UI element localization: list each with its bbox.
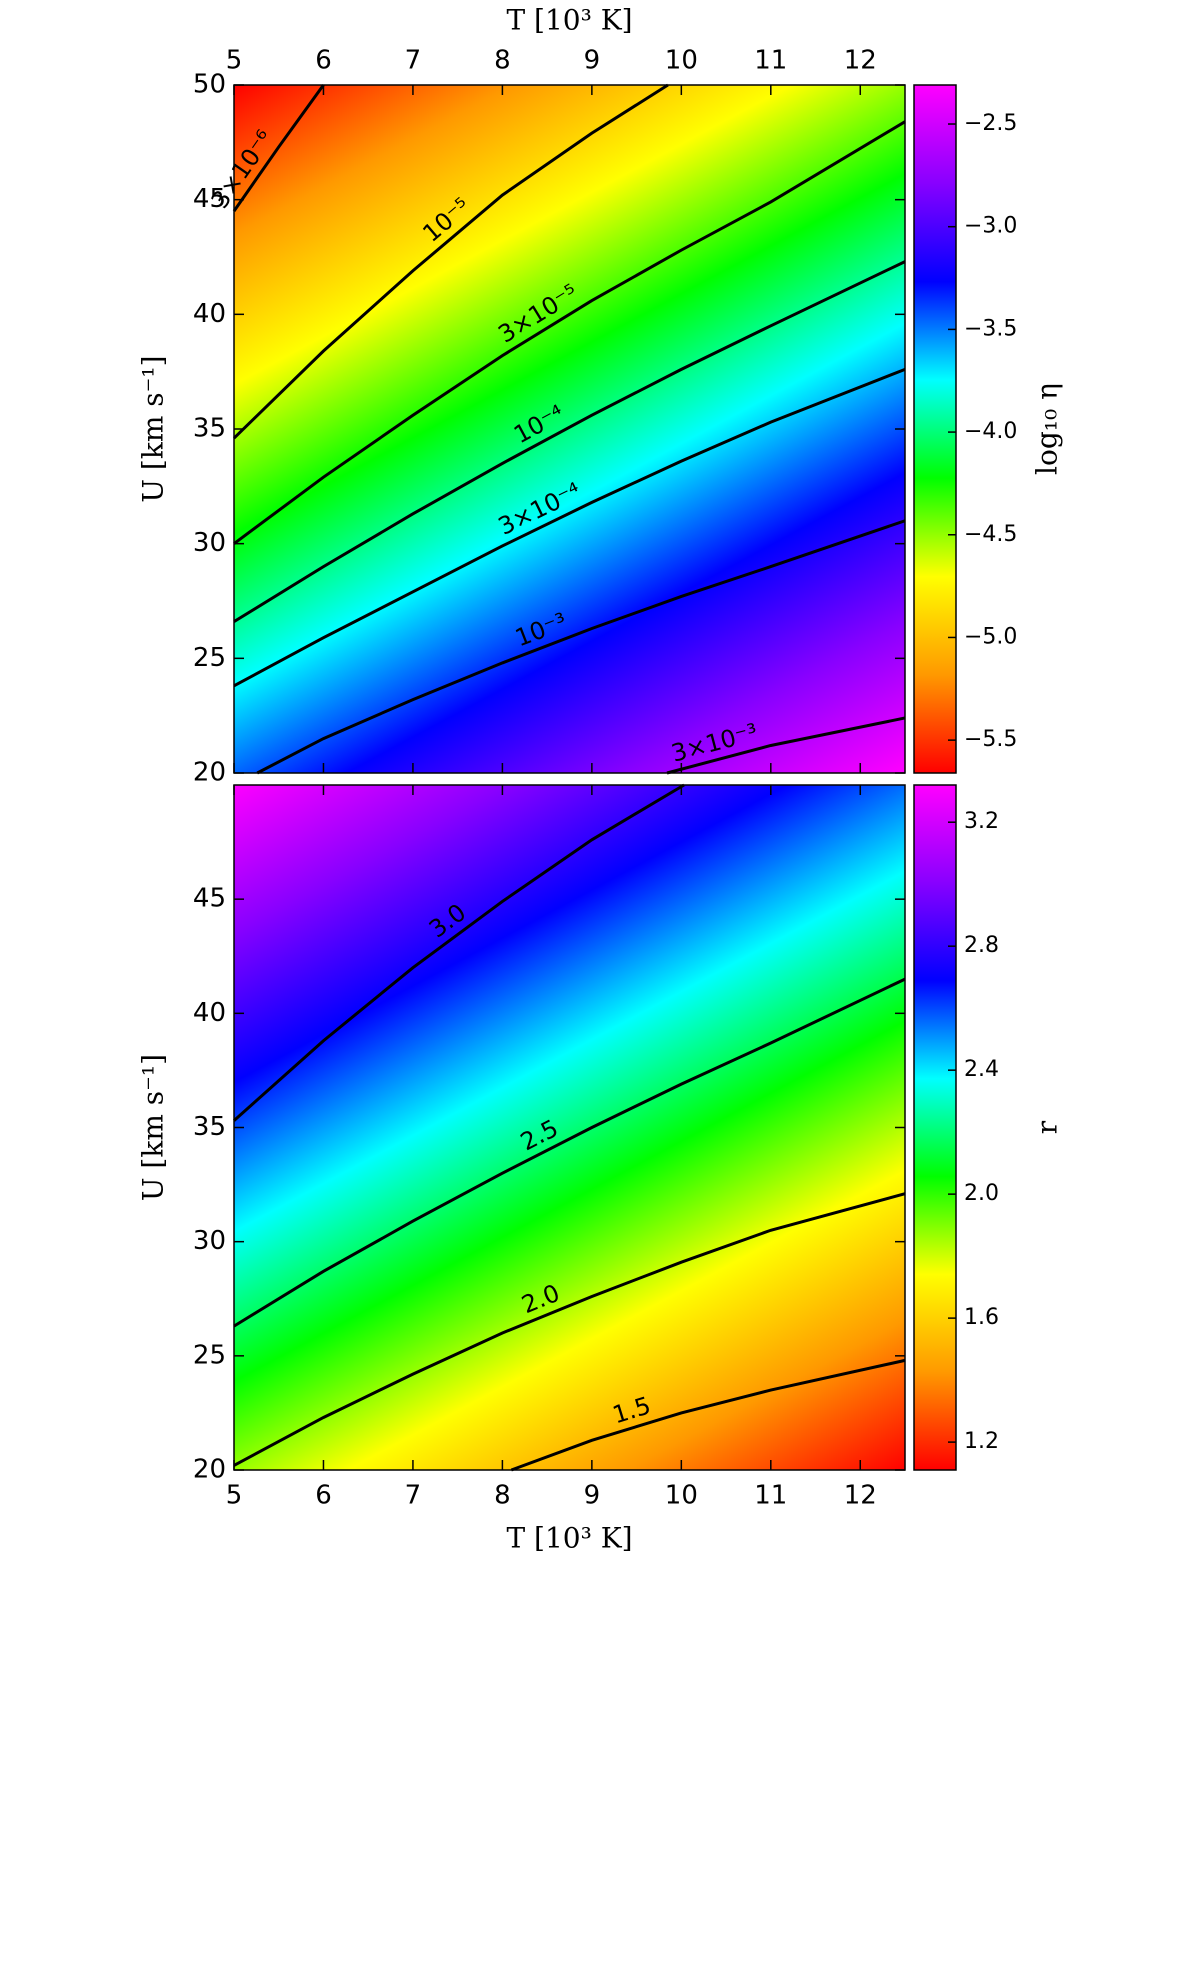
contour-line <box>233 1192 906 1467</box>
colorbar-tick-label: 3.2 <box>964 809 999 834</box>
contour-line <box>233 120 906 545</box>
y-tick-label: 25 <box>193 1340 226 1370</box>
y-tick-label: 45 <box>193 884 226 914</box>
field <box>234 785 905 1470</box>
x-tick-label: 8 <box>494 1481 511 1511</box>
colorbar-tick-label: −4.0 <box>964 419 1017 444</box>
colorbar-label: log₁₀ η <box>1031 383 1064 475</box>
y-tick-label: 35 <box>193 1112 226 1142</box>
y-tick-label: 35 <box>193 414 226 444</box>
colorbar-tick-label: −5.0 <box>964 624 1017 649</box>
contour-line <box>510 1358 906 1472</box>
colorbar-tick-label: −3.0 <box>964 214 1017 239</box>
x-tick-label: 5 <box>226 46 243 76</box>
colorbar-tick-label: 1.2 <box>964 1429 999 1454</box>
field <box>234 85 905 773</box>
y-tick-label: 30 <box>193 1226 226 1256</box>
x-tick-label: 10 <box>665 46 698 76</box>
contour-line <box>232 84 325 212</box>
y-axis-label: U [km s⁻¹] <box>137 355 170 502</box>
colorbar-tick-label: 2.4 <box>964 1057 999 1082</box>
contour-line <box>233 977 906 1328</box>
contour-line <box>232 83 669 440</box>
y-tick-label: 25 <box>193 643 226 673</box>
colorbar-tick-label: 2.8 <box>964 933 999 958</box>
x-tick-label: 9 <box>584 1481 601 1511</box>
y-tick-label: 50 <box>193 70 226 100</box>
y-tick-label: 40 <box>193 299 226 329</box>
colorbar-label: r <box>1031 1120 1064 1134</box>
x-tick-label: 7 <box>405 46 422 76</box>
colorbar-tick-label: 1.6 <box>964 1305 999 1330</box>
x-tick-label: 5 <box>226 1481 243 1511</box>
x-tick-label: 12 <box>844 1481 877 1511</box>
x-tick-label: 8 <box>494 46 511 76</box>
x-tick-label: 11 <box>754 1481 787 1511</box>
colorbar-tick-label: 2.0 <box>964 1181 999 1206</box>
colorbar <box>913 784 957 1471</box>
y-tick-label: 20 <box>193 1455 226 1485</box>
colorbar-tick-label: −3.5 <box>964 316 1017 341</box>
contour-line <box>666 716 906 775</box>
x-tick-label: 12 <box>844 46 877 76</box>
y-tick-label: 30 <box>193 528 226 558</box>
y-tick-label: 40 <box>193 998 226 1028</box>
y-axis-label: U [km s⁻¹] <box>137 1054 170 1201</box>
colorbar-tick-label: −5.5 <box>964 727 1017 752</box>
x-tick-label: 9 <box>584 46 601 76</box>
contour-line <box>256 519 906 775</box>
colorbar <box>913 84 957 774</box>
contour-line <box>233 783 685 1122</box>
colorbar-tick-label: −4.5 <box>964 522 1017 547</box>
x-axis-label: T [10³ K] <box>506 4 632 37</box>
x-axis-label: T [10³ K] <box>506 1522 632 1555</box>
contour-line <box>233 367 906 688</box>
y-tick-label: 20 <box>193 758 226 788</box>
y-tick-label: 45 <box>193 184 226 214</box>
colorbar-tick-label: −2.5 <box>964 111 1017 136</box>
contour-line <box>233 260 906 623</box>
x-tick-label: 7 <box>405 1481 422 1511</box>
x-tick-label: 6 <box>315 46 332 76</box>
x-tick-label: 10 <box>665 1481 698 1511</box>
x-tick-label: 6 <box>315 1481 332 1511</box>
x-tick-label: 11 <box>754 46 787 76</box>
